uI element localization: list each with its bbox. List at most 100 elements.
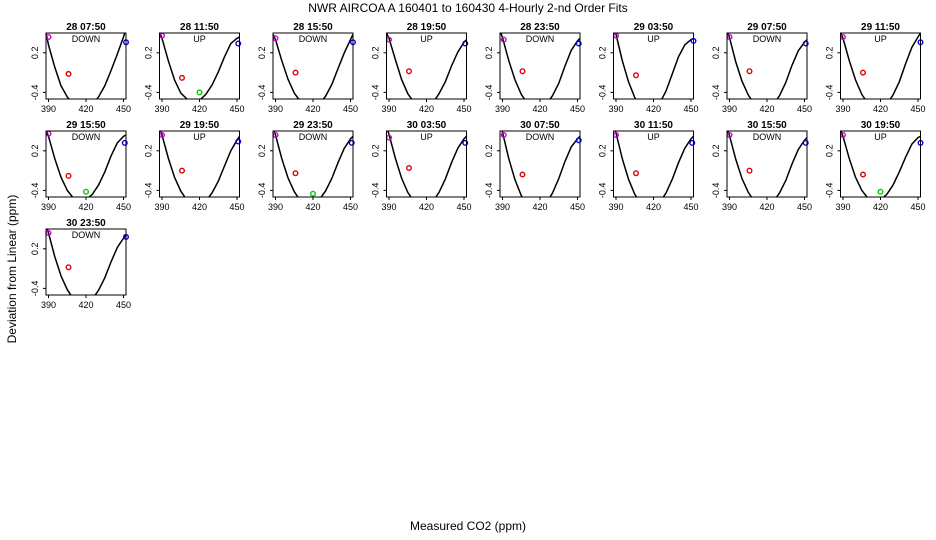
x-tick-label: 390: [835, 202, 850, 212]
x-tick-label: 420: [759, 202, 774, 212]
panel-mode-label: UP: [647, 132, 660, 142]
x-tick-label: 450: [570, 202, 585, 212]
data-point: [65, 70, 72, 77]
data-point: [519, 171, 526, 178]
data-point: [462, 139, 469, 146]
y-tick-label: 0.2: [30, 145, 40, 158]
fit-curve: [46, 229, 126, 295]
fit-curve: [840, 131, 921, 197]
x-tick-label: 420: [78, 300, 93, 310]
data-point: [519, 68, 526, 75]
panel-mode-label: DOWN: [299, 132, 328, 142]
data-point: [633, 170, 640, 177]
data-point: [235, 138, 242, 145]
data-point: [689, 139, 696, 146]
panel-mode-label: DOWN: [72, 132, 101, 142]
y-tick-label: 0.2: [598, 47, 608, 60]
panel-mode-label: DOWN: [72, 34, 101, 44]
x-tick-label: 420: [305, 104, 320, 114]
data-point: [877, 188, 884, 195]
x-tick-label: 390: [268, 104, 283, 114]
y-tick-label: 0.2: [825, 47, 835, 60]
x-tick-label: 390: [41, 104, 56, 114]
data-point: [386, 134, 393, 141]
data-point: [802, 40, 809, 47]
x-tick-label: 390: [608, 104, 623, 114]
fit-curve: [614, 131, 694, 197]
y-tick-label: 0.2: [598, 145, 608, 158]
panel-mode-label: DOWN: [526, 132, 555, 142]
panel-title: 30 15:50: [747, 120, 787, 131]
fit-curve: [46, 33, 126, 99]
fit-curve: [387, 131, 467, 197]
y-tick-label: 0.2: [711, 47, 721, 60]
data-point: [500, 131, 507, 138]
x-tick-label: 420: [646, 104, 661, 114]
x-tick-label: 390: [41, 202, 56, 212]
panel-title: 28 11:50: [180, 22, 219, 33]
x-tick-label: 450: [456, 104, 471, 114]
fit-curve: [501, 131, 580, 197]
y-tick-label: -0.4: [371, 183, 381, 199]
y-tick-label: -0.4: [257, 85, 267, 101]
data-point: [860, 69, 867, 76]
data-point: [310, 190, 317, 197]
data-point: [860, 171, 867, 178]
fit-curve: [273, 131, 353, 197]
x-tick-label: 390: [835, 104, 850, 114]
y-tick-label: -0.4: [371, 85, 381, 101]
data-point: [500, 36, 507, 43]
panel-title: 30 23:50: [66, 218, 106, 229]
x-tick-label: 450: [343, 104, 358, 114]
x-tick-label: 450: [910, 202, 925, 212]
panel-mode-label: UP: [193, 34, 206, 44]
x-tick-label: 450: [910, 104, 925, 114]
panel-mode-label: DOWN: [299, 34, 328, 44]
x-tick-label: 450: [116, 104, 131, 114]
x-tick-label: 420: [532, 104, 547, 114]
y-tick-label: 0.2: [144, 47, 154, 60]
data-point: [292, 170, 299, 177]
fit-curve: [614, 33, 694, 99]
panel-title: 30 11:50: [634, 120, 673, 131]
x-tick-label: 390: [268, 202, 283, 212]
x-axis-label: Measured CO2 (ppm): [409, 519, 527, 533]
x-tick-label: 390: [608, 202, 623, 212]
x-tick-label: 420: [419, 202, 434, 212]
data-point: [82, 188, 89, 195]
y-tick-label: 0.2: [484, 47, 494, 60]
x-tick-label: 450: [570, 104, 585, 114]
panel-mode-label: DOWN: [753, 132, 782, 142]
y-tick-label: -0.4: [30, 281, 40, 297]
panel-title: 28 23:50: [520, 22, 560, 33]
fit-curve: [840, 33, 921, 99]
data-point: [575, 137, 582, 144]
y-tick-label: -0.4: [144, 183, 154, 199]
x-tick-label: 390: [41, 300, 56, 310]
y-tick-label: 0.2: [257, 145, 267, 158]
y-tick-label: -0.4: [144, 85, 154, 101]
x-tick-label: 420: [192, 202, 207, 212]
x-tick-label: 420: [78, 202, 93, 212]
y-tick-label: 0.2: [257, 47, 267, 60]
data-point: [45, 130, 52, 137]
x-tick-label: 420: [419, 104, 434, 114]
x-tick-label: 420: [759, 104, 774, 114]
panel-title: 28 15:50: [293, 22, 333, 33]
fit-curve: [727, 33, 807, 99]
y-tick-label: -0.4: [484, 183, 494, 199]
y-tick-label: 0.2: [711, 145, 721, 158]
x-tick-label: 420: [78, 104, 93, 114]
y-tick-label: -0.4: [825, 183, 835, 199]
fit-curve: [159, 131, 240, 197]
panel-title: 29 03:50: [634, 22, 674, 33]
